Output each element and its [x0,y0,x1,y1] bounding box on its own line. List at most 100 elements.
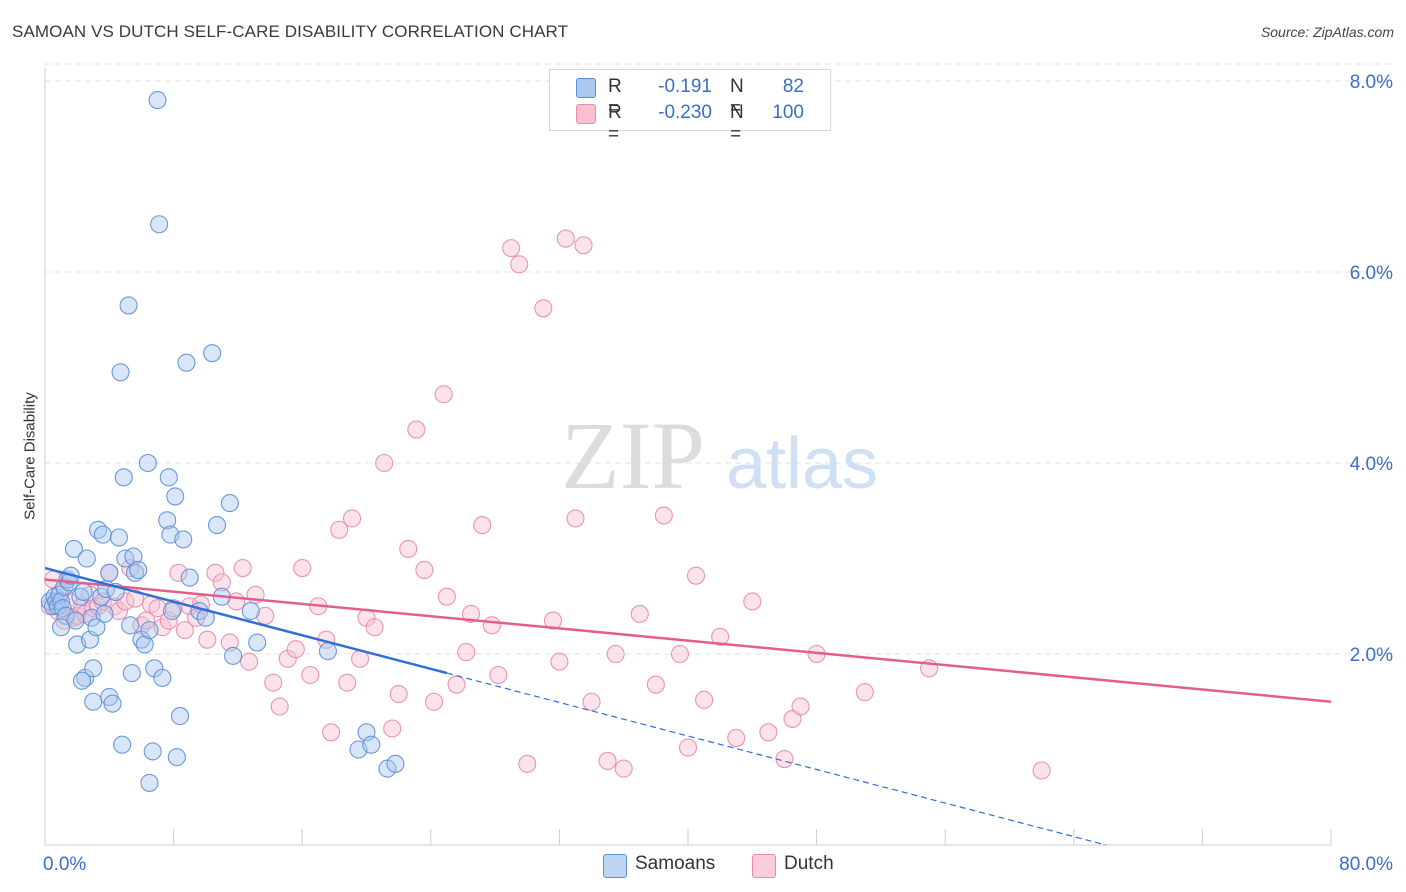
dutch-point [482,616,501,635]
dutch-point [256,606,275,625]
samoan-trend-line [44,566,448,675]
dutch-point [646,675,665,694]
dutch-point [198,630,217,649]
watermark-atlas: atlas [726,424,878,504]
dutch-point [855,683,874,702]
dutch-point [489,665,508,685]
dutch-point [169,563,188,582]
chart-title: SAMOAN VS DUTCH SELF-CARE DISABILITY COR… [12,22,569,41]
dutch-point [461,604,481,623]
dutch-point [727,728,746,748]
dutch-point [424,692,444,711]
samoan-point [93,525,112,544]
samoans-legend-label: Samoans [635,853,716,874]
dutch-point [743,592,762,611]
dutch-point [365,618,384,637]
samoan-point [170,707,190,726]
samoan-point [203,344,222,363]
source-credit: Source: ZipAtlas.com [1260,24,1394,40]
dutch-point [556,229,575,248]
r-label: R = [608,102,622,145]
samoan-point [103,694,122,713]
samoan-point [71,587,90,606]
samoan-point [150,215,169,234]
dutch-point [342,509,362,528]
samoan-point [95,604,114,623]
dutch-point [206,563,225,582]
samoan-point [84,659,103,678]
dutch-point [175,621,194,640]
samoan-point [180,568,199,587]
dutch-point [678,738,698,757]
dutch-point [212,573,231,592]
y-tick-label: 2.0% [1350,645,1393,666]
samoan-point [220,494,239,513]
r-label: R = [608,76,622,119]
dutch-point [711,627,730,646]
dutch-point [598,751,617,771]
samoan-point [64,539,83,559]
dutch-point [407,420,426,439]
dutch-swatch [576,104,596,124]
samoan-point [241,601,260,621]
dutch-point [415,560,434,580]
dutch-point [293,558,312,578]
samoan-point [162,601,182,621]
samoan-point [159,468,178,487]
samoan-point [386,754,405,773]
samoan-point [207,516,227,535]
samoan-point [129,560,148,580]
dutch-point [550,652,569,671]
dutch-point [220,633,239,652]
n-label: N = [730,76,744,119]
dutch-points [40,229,1051,780]
axes [44,68,1332,846]
samoan-point [158,511,177,530]
samoan-point [166,487,185,506]
samoan-point [119,296,138,315]
dutch-point [322,723,341,742]
y-tick-label: 4.0% [1350,454,1393,475]
samoan-point [174,530,193,549]
watermark: ZIP atlas [561,402,878,509]
samoans-legend-swatch [603,854,627,878]
dutch-legend-swatch [752,854,776,878]
watermark-zip: ZIP [561,402,705,509]
dutch-point [582,692,601,711]
dutch-point [606,644,625,664]
dutch-trend-line [44,578,1332,703]
samoan-point [143,742,162,761]
samoan-point [140,773,159,792]
dutch-point [301,665,320,685]
dutch-point [389,685,408,704]
dutch-point [534,299,553,318]
dutch-point [614,759,633,778]
x-tick-label: 0.0% [43,854,86,875]
samoan-point [100,563,119,582]
samoan-point [167,748,186,767]
dutch-point [630,604,649,623]
samoans-swatch [576,78,596,98]
dutch-point [338,673,357,692]
samoan-point [153,668,172,687]
y-tick-label: 6.0% [1350,263,1393,284]
dutch-point [543,611,563,630]
dutch-point [670,644,690,664]
dutch-point [473,516,492,535]
y-tick-label: 8.0% [1350,72,1393,93]
samoan-point [109,528,128,547]
samoan-point [87,618,106,637]
samoan-point [52,618,71,637]
dutch-point [286,640,305,659]
dutch-point [518,754,537,773]
samoan-point [138,453,157,473]
samoan-point [121,616,140,635]
samoan-point [122,664,141,683]
dutch-point [695,690,714,709]
dutch-point [437,587,456,606]
samoan-point [362,735,381,754]
samoan-point [56,606,75,625]
samoan-point [135,635,154,654]
dutch-point [383,719,402,738]
